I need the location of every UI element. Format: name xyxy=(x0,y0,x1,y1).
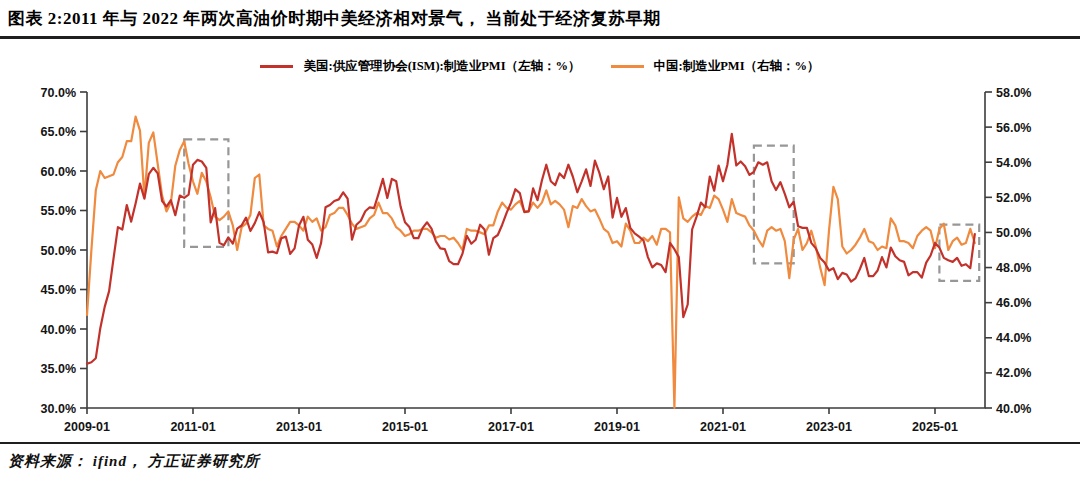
x-axis-tick-label: 2025-01 xyxy=(912,420,958,434)
left-axis-tick-label: 45.0% xyxy=(41,283,76,297)
left-axis-tick-label: 60.0% xyxy=(41,165,76,179)
left-axis-tick-label: 55.0% xyxy=(41,204,76,218)
left-axis-tick-label: 65.0% xyxy=(41,125,76,139)
series-line-us-ism xyxy=(87,134,975,364)
x-axis-tick-label: 2013-01 xyxy=(276,420,322,434)
right-axis-tick-label: 58.0% xyxy=(996,86,1031,100)
footer-rule xyxy=(0,442,1080,444)
left-axis-tick-label: 35.0% xyxy=(41,362,76,376)
x-axis-tick-label: 2011-01 xyxy=(170,420,215,434)
x-axis-tick-label: 2009-01 xyxy=(64,420,110,434)
right-axis-tick-label: 46.0% xyxy=(996,296,1031,310)
report-figure: 图表 2:2011 年与 2022 年两次高油价时期中美经济相对景气， 当前处于… xyxy=(0,0,1080,483)
right-axis-tick-label: 54.0% xyxy=(996,156,1031,170)
x-axis-tick-label: 2021-01 xyxy=(700,420,746,434)
left-axis-tick-label: 70.0% xyxy=(41,86,76,100)
x-axis-tick-label: 2017-01 xyxy=(488,420,534,434)
left-axis-tick-label: 30.0% xyxy=(41,402,76,416)
chart-canvas: 70.0% 65.0% 60.0% 55.0% 50.0% 45.0% 40.0% 35.0%… xyxy=(0,0,1080,483)
source-note: 资料来源： ifind， 方正证券研究所 xyxy=(8,452,260,471)
right-axis-tick-label: 52.0% xyxy=(996,191,1031,205)
x-axis-tick-label: 2023-01 xyxy=(806,420,852,434)
x-axis-tick-label: 2015-01 xyxy=(382,420,428,434)
right-axis-tick-label: 50.0% xyxy=(996,226,1031,240)
right-axis-tick-label: 56.0% xyxy=(996,121,1031,135)
left-axis-tick-label: 50.0% xyxy=(41,244,76,258)
x-axis-tick-label: 2019-01 xyxy=(594,420,640,434)
right-axis-tick-label: 48.0% xyxy=(996,261,1031,275)
series-line-china-pmi xyxy=(87,117,975,408)
left-axis-tick-label: 40.0% xyxy=(41,323,76,337)
right-axis-tick-label: 42.0% xyxy=(996,366,1031,380)
right-axis-tick-label: 40.0% xyxy=(996,402,1031,416)
highlight-box xyxy=(184,139,228,246)
right-axis-tick-label: 44.0% xyxy=(996,331,1031,345)
